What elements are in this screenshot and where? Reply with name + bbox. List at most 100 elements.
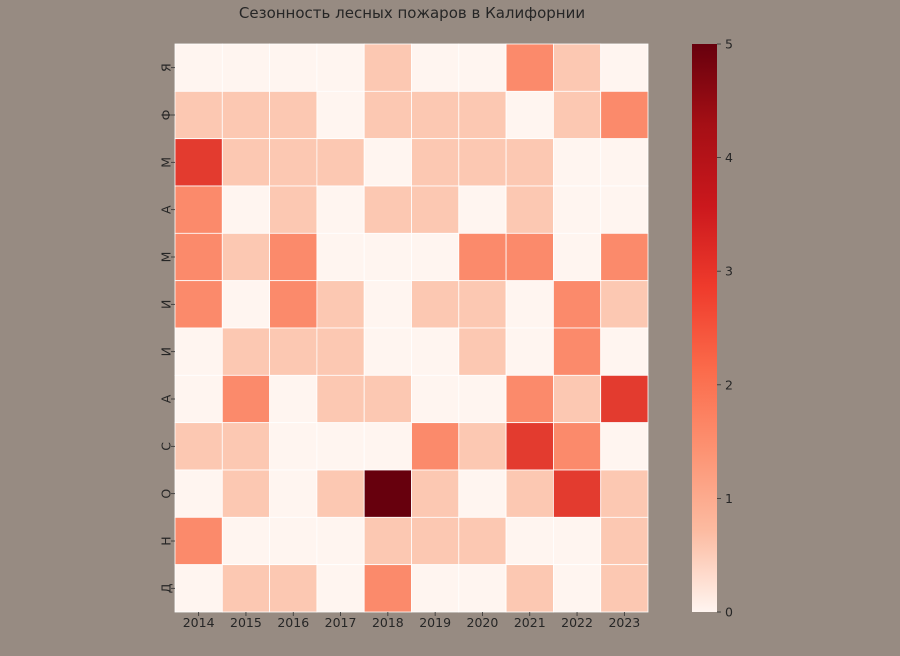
heatmap-cell <box>174 564 223 613</box>
heatmap-cell <box>458 469 507 518</box>
heatmap-cell <box>505 232 554 282</box>
heatmap-cell <box>458 327 507 376</box>
heatmap-cell <box>221 327 271 376</box>
heatmap-cell <box>458 138 507 187</box>
y-tick-label: Д <box>159 583 174 593</box>
heatmap-cell <box>363 564 412 613</box>
heatmap-cell <box>411 327 460 376</box>
x-tick-label: 2018 <box>372 615 404 630</box>
heatmap-cell <box>316 280 365 329</box>
heatmap-cell <box>458 280 507 329</box>
heatmap-cell <box>269 138 318 187</box>
heatmap-cell <box>458 232 507 282</box>
x-tick-label: 2023 <box>608 615 640 630</box>
heatmap-cell <box>411 516 460 566</box>
heatmap-cell <box>221 422 271 471</box>
heatmap-cell <box>174 469 223 518</box>
heatmap-cell <box>600 43 649 92</box>
heatmap-cell <box>221 469 271 518</box>
heatmap-cell <box>600 185 649 234</box>
heatmap-cell <box>505 90 554 140</box>
heatmap-cell <box>269 516 318 566</box>
heatmap-cell <box>316 374 365 424</box>
heatmap-cell <box>316 90 365 140</box>
heatmap-cell <box>363 327 412 376</box>
heatmap-cell <box>505 327 554 376</box>
heatmap-cell <box>221 43 271 92</box>
heatmap-cell <box>221 280 271 329</box>
heatmap-cell <box>600 469 649 518</box>
heatmap-cell <box>505 185 554 234</box>
heatmap-cell <box>411 43 460 92</box>
x-tick-label: 2016 <box>277 615 309 630</box>
heatmap-cell <box>269 327 318 376</box>
heatmap-cell <box>458 43 507 92</box>
colorbar-ticks: 0 1 2 3 4 5 <box>717 37 733 620</box>
colorbar-tick-label: 1 <box>725 491 733 506</box>
heatmap-cell <box>269 90 318 140</box>
heatmap-cell <box>505 469 554 518</box>
heatmap-cell <box>600 516 649 566</box>
chart-title: Сезонность лесных пожаров в Калифорнии <box>239 4 585 22</box>
heatmap-cell <box>174 232 223 282</box>
heatmap-cell <box>174 90 223 140</box>
heatmap-cell <box>553 280 602 329</box>
heatmap-cell <box>553 564 602 613</box>
heatmap-cell <box>316 516 365 566</box>
heatmap-cell <box>411 564 460 613</box>
colorbar-tick-label: 4 <box>725 150 733 165</box>
y-tick-label: И <box>159 347 174 356</box>
heatmap-cell <box>174 138 223 187</box>
colorbar <box>692 44 717 612</box>
heatmap-cell <box>269 469 318 518</box>
heatmap-cell <box>553 516 602 566</box>
heatmap-cell <box>363 232 412 282</box>
heatmap-cell <box>269 185 318 234</box>
heatmap-cell <box>600 327 649 376</box>
heatmap-cell <box>458 374 507 424</box>
heatmap-cell <box>363 374 412 424</box>
heatmap-cell <box>553 138 602 187</box>
heatmap-cell <box>221 90 271 140</box>
heatmap-cell <box>553 469 602 518</box>
heatmap-cell <box>600 90 649 140</box>
heatmap-cell <box>411 90 460 140</box>
y-tick-label: Н <box>159 536 174 545</box>
heatmap-cell <box>411 138 460 187</box>
heatmap-cell <box>363 422 412 471</box>
heatmap-cell <box>458 564 507 613</box>
heatmap-cell <box>553 422 602 471</box>
heatmap-cell <box>221 516 271 566</box>
heatmap-cell <box>174 516 223 566</box>
heatmap-cell <box>174 422 223 471</box>
heatmap-cell <box>269 374 318 424</box>
x-tick-label: 2017 <box>325 615 357 630</box>
heatmap-cell <box>221 374 271 424</box>
x-tick-label: 2021 <box>514 615 546 630</box>
heatmap-cell <box>316 232 365 282</box>
heatmap-cell <box>269 422 318 471</box>
heatmap-cell <box>363 185 412 234</box>
heatmap-cell <box>363 516 412 566</box>
heatmap-cell <box>174 43 223 92</box>
heatmap-cell <box>411 280 460 329</box>
heatmap-cell <box>363 43 412 92</box>
heatmap-cell <box>221 232 271 282</box>
heatmap-cell <box>600 232 649 282</box>
heatmap-cell <box>269 280 318 329</box>
heatmap-cell <box>269 43 318 92</box>
heatmap-cell <box>269 232 318 282</box>
heatmap-cell <box>553 374 602 424</box>
heatmap-cell <box>505 516 554 566</box>
heatmap-cell <box>363 280 412 329</box>
heatmap-cell <box>316 327 365 376</box>
heatmap-cell <box>221 185 271 234</box>
heatmap-cell <box>553 327 602 376</box>
heatmap-cell <box>458 185 507 234</box>
y-tick-label: Ф <box>159 109 174 120</box>
heatmap-cell <box>174 185 223 234</box>
x-axis-ticks: 2014 2015 2016 2017 2018 2019 2020 2021 2022 2023 <box>183 612 640 630</box>
heatmap-cell <box>458 422 507 471</box>
x-tick-label: 2022 <box>561 615 593 630</box>
